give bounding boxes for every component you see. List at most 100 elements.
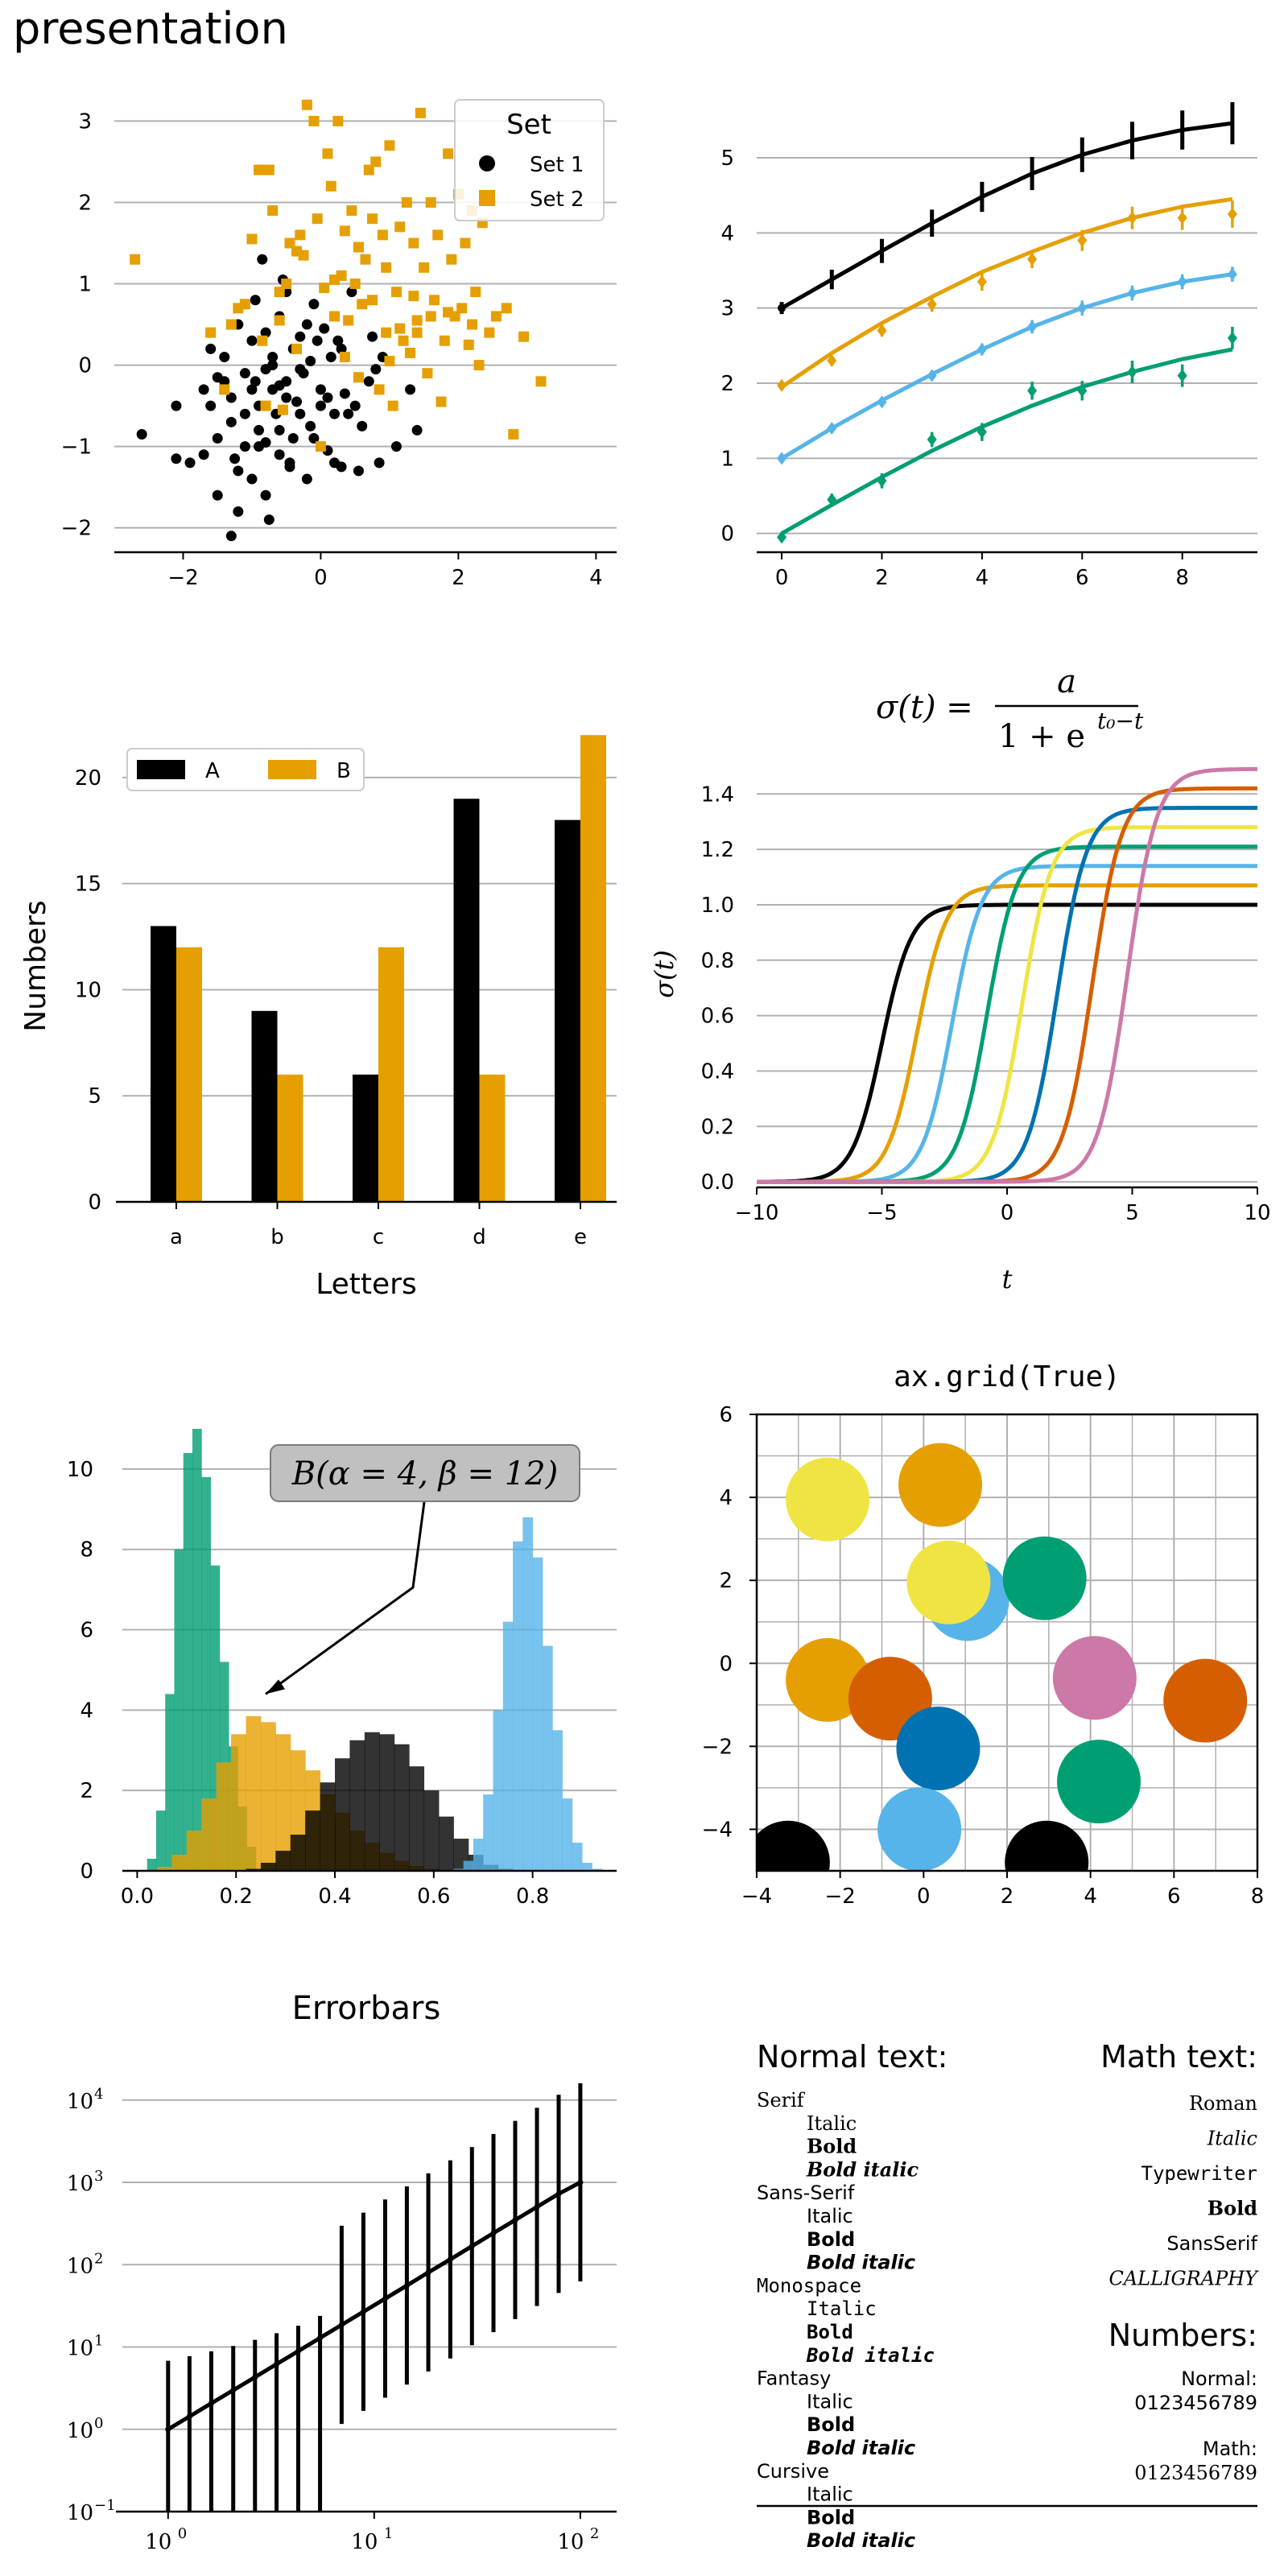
data-marker — [447, 2256, 453, 2263]
data-marker — [877, 474, 887, 488]
x-tick-label: 0.2 — [220, 1885, 253, 1909]
y-tick-exponent: 3 — [94, 2168, 103, 2185]
set1-point — [205, 400, 217, 411]
x-tick-label: 5 — [1125, 1201, 1139, 1225]
set1-point — [325, 351, 336, 362]
set1-point — [336, 461, 347, 473]
set2-point — [419, 262, 430, 273]
set1-point — [250, 376, 261, 387]
annotation-arrowhead — [266, 1679, 286, 1695]
y-tick-label: 15 — [75, 873, 101, 897]
histogram-bin — [305, 1810, 321, 1871]
y-tick-exponent: 0 — [94, 2415, 103, 2432]
data-marker — [777, 530, 787, 544]
set2-point — [346, 205, 357, 217]
set2-point — [263, 164, 275, 175]
set2-point — [501, 303, 512, 314]
set2-point — [315, 441, 326, 452]
data-marker — [403, 2282, 410, 2289]
set1-point — [301, 319, 312, 330]
histogram-bin — [147, 1859, 157, 1871]
y-tick-exponent: 1 — [94, 2333, 103, 2350]
errorbar-lines-panel: 0 2 4 6 8 0 1 2 3 4 5 — [720, 101, 1257, 590]
set2-point — [390, 287, 402, 298]
histogram-bin — [532, 1557, 543, 1871]
data-marker — [1077, 233, 1088, 247]
set1-point — [308, 433, 320, 444]
font-style-sample: Italic — [807, 2205, 853, 2227]
x-tick-label: b — [270, 1225, 284, 1249]
panel-title: Errorbars — [292, 1990, 441, 2027]
y-tick-label: −2 — [61, 517, 92, 541]
x-tick-label: −4 — [741, 1885, 772, 1909]
set2-point — [353, 372, 364, 383]
data-marker — [827, 422, 837, 435]
y-tick-label: 0.8 — [701, 949, 734, 973]
data-marker — [1027, 384, 1038, 398]
histogram-bin — [156, 1867, 172, 1871]
data-marker — [777, 378, 787, 392]
set1-point — [171, 453, 182, 464]
histogram-bin — [260, 1863, 276, 1871]
set2-point — [374, 384, 385, 395]
data-marker — [1127, 211, 1137, 225]
x-tick-label: 2 — [1001, 1885, 1014, 1909]
y-tick-label: 10 — [67, 2337, 93, 2361]
y-tick-label: 0.0 — [701, 1170, 734, 1195]
bar-A-c — [353, 1074, 378, 1202]
bar-B-a — [176, 947, 202, 1202]
font-style-sample: Bold — [807, 2321, 853, 2343]
font-family-name: Sans-Serif — [757, 2182, 855, 2204]
series-line — [780, 272, 1233, 460]
set2-point — [394, 221, 406, 233]
y-tick-label: 2 — [720, 372, 734, 396]
set2-point — [357, 299, 368, 310]
y-tick-label: 10 — [67, 2172, 93, 2196]
set1-point — [205, 343, 217, 354]
set2-point — [408, 291, 419, 302]
x-tick-label: 0.0 — [121, 1885, 154, 1909]
set1-point — [246, 473, 258, 485]
histogram-bin — [216, 1762, 232, 1871]
histogram-bin — [409, 1766, 425, 1871]
set1-point — [295, 408, 306, 419]
y-tick-label: −2 — [702, 1735, 733, 1759]
set2-point — [343, 315, 354, 326]
set1-point — [212, 433, 223, 444]
circle-marker — [1057, 1740, 1141, 1824]
data-marker — [274, 2361, 280, 2368]
legend-marker-set2 — [479, 190, 495, 206]
data-marker — [208, 2400, 214, 2406]
histogram-bin — [572, 1843, 583, 1871]
set1-point — [374, 457, 385, 469]
legend-swatch-B — [268, 760, 316, 779]
set1-point — [332, 335, 344, 346]
math-text-heading: Math text: — [1100, 2039, 1257, 2074]
set2-point — [535, 376, 547, 387]
data-marker — [577, 2179, 584, 2186]
data-marker — [877, 395, 887, 409]
series-line — [780, 121, 1233, 310]
x-tick-label: d — [473, 1225, 486, 1249]
x-tick-label: e — [574, 1225, 587, 1249]
data-marker — [382, 2295, 388, 2301]
sigmoid-curve — [757, 766, 1257, 1184]
y-tick-label: 4 — [719, 1486, 733, 1510]
sigmoid-panel: σ(t) = a 1 + e t₀−t −10 −5 0 5 10 0.0 0.2 0.4 0.… — [649, 663, 1271, 1294]
series-line — [780, 347, 1233, 535]
x-tick-exponent: 1 — [384, 2525, 393, 2542]
x-tick-label: 10 — [557, 2530, 584, 2554]
circle-marker — [896, 1706, 980, 1790]
histogram-bin — [186, 1831, 202, 1871]
set2-point — [298, 250, 309, 261]
data-marker — [877, 324, 887, 337]
font-style-sample: Bold — [807, 2413, 855, 2436]
series-line — [167, 2180, 582, 2431]
set1-point — [171, 400, 182, 411]
set2-point — [339, 351, 350, 362]
font-style-sample: Bold italic — [807, 2252, 915, 2274]
data-marker — [827, 493, 837, 506]
set2-point — [422, 368, 433, 379]
font-family-name: Fantasy — [757, 2368, 831, 2390]
